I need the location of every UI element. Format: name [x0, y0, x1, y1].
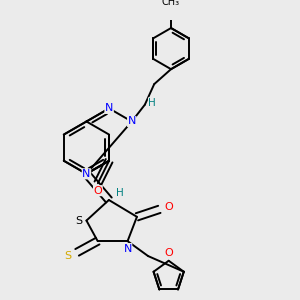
- Text: CH₃: CH₃: [162, 0, 180, 7]
- Text: N: N: [123, 244, 132, 254]
- Text: S: S: [64, 251, 71, 261]
- Text: H: H: [116, 188, 124, 197]
- Text: S: S: [75, 216, 82, 226]
- Text: N: N: [128, 116, 136, 127]
- Text: H: H: [148, 98, 156, 108]
- Text: N: N: [105, 103, 113, 113]
- Text: O: O: [164, 248, 173, 258]
- Text: O: O: [164, 202, 173, 212]
- Text: O: O: [94, 186, 102, 196]
- Text: N: N: [82, 169, 91, 179]
